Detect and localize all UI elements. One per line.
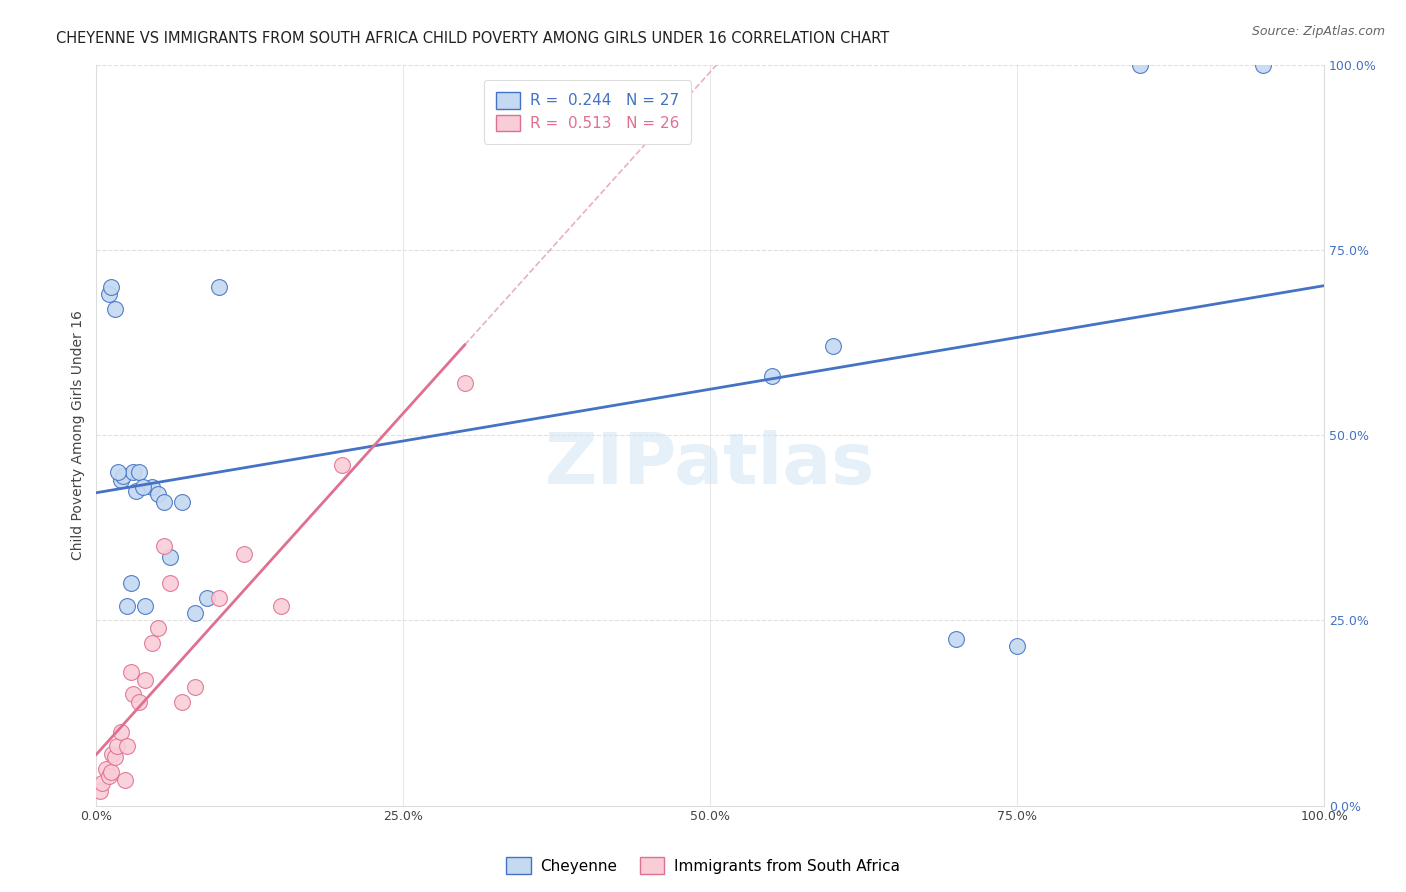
Text: CHEYENNE VS IMMIGRANTS FROM SOUTH AFRICA CHILD POVERTY AMONG GIRLS UNDER 16 CORR: CHEYENNE VS IMMIGRANTS FROM SOUTH AFRICA… — [56, 31, 890, 46]
Point — [1251, 57, 1274, 71]
Point — [761, 368, 783, 383]
Point — [195, 591, 218, 606]
Point — [115, 599, 138, 613]
Point — [114, 772, 136, 787]
Point — [159, 550, 181, 565]
Point — [134, 673, 156, 687]
Point — [122, 465, 145, 479]
Point — [208, 591, 231, 606]
Point — [97, 287, 120, 301]
Point — [208, 280, 231, 294]
Point — [146, 621, 169, 635]
Point — [91, 776, 114, 790]
Point — [153, 539, 176, 553]
Point — [134, 599, 156, 613]
Point — [183, 680, 205, 694]
Point — [128, 465, 150, 479]
Y-axis label: Child Poverty Among Girls Under 16: Child Poverty Among Girls Under 16 — [72, 310, 86, 560]
Point — [1129, 57, 1152, 71]
Point — [132, 480, 155, 494]
Point — [128, 695, 150, 709]
Point — [100, 765, 122, 780]
Point — [105, 739, 128, 754]
Point — [122, 688, 145, 702]
Point — [112, 468, 135, 483]
Point — [107, 465, 129, 479]
Point — [115, 739, 138, 754]
Point — [120, 576, 142, 591]
Point — [945, 632, 967, 646]
Point — [153, 495, 176, 509]
Point — [97, 769, 120, 783]
Point — [172, 695, 194, 709]
Legend: R =  0.244   N = 27, R =  0.513   N = 26: R = 0.244 N = 27, R = 0.513 N = 26 — [484, 79, 692, 144]
Point — [104, 302, 127, 317]
Point — [110, 724, 132, 739]
Point — [172, 495, 194, 509]
Point — [104, 750, 127, 764]
Point — [120, 665, 142, 680]
Point — [1005, 640, 1028, 654]
Point — [124, 483, 146, 498]
Point — [330, 458, 353, 472]
Point — [89, 784, 111, 798]
Text: Source: ZipAtlas.com: Source: ZipAtlas.com — [1251, 25, 1385, 38]
Legend: Cheyenne, Immigrants from South Africa: Cheyenne, Immigrants from South Africa — [501, 851, 905, 880]
Point — [100, 280, 122, 294]
Point — [183, 606, 205, 620]
Point — [146, 487, 169, 501]
Point — [101, 747, 124, 761]
Point — [270, 599, 292, 613]
Point — [159, 576, 181, 591]
Point — [141, 635, 163, 649]
Text: ZIPatlas: ZIPatlas — [546, 430, 876, 500]
Point — [141, 480, 163, 494]
Point — [96, 762, 118, 776]
Point — [110, 473, 132, 487]
Point — [823, 339, 845, 353]
Point — [454, 376, 477, 391]
Point — [232, 547, 254, 561]
